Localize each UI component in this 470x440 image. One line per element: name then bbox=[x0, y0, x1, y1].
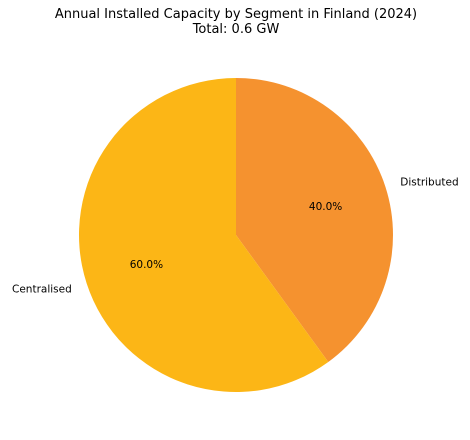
pie-labels: 40.0% Distributed 60.0% Centralised bbox=[12, 177, 459, 296]
pie-category-label-distributed: Distributed bbox=[400, 177, 458, 189]
chart-subtitle: Total: 0.6 GW bbox=[192, 22, 280, 37]
pie-category-label-centralised: Centralised bbox=[12, 283, 72, 295]
pie-slices bbox=[78, 78, 393, 393]
pie-percent-label-distributed: 40.0% bbox=[309, 201, 342, 213]
chart-title: Annual Installed Capacity by Segment in … bbox=[55, 7, 417, 22]
pie-slice-centralised bbox=[78, 78, 329, 393]
pie-slice-distributed bbox=[236, 78, 393, 363]
pie-percent-label-centralised: 60.0% bbox=[130, 259, 163, 271]
